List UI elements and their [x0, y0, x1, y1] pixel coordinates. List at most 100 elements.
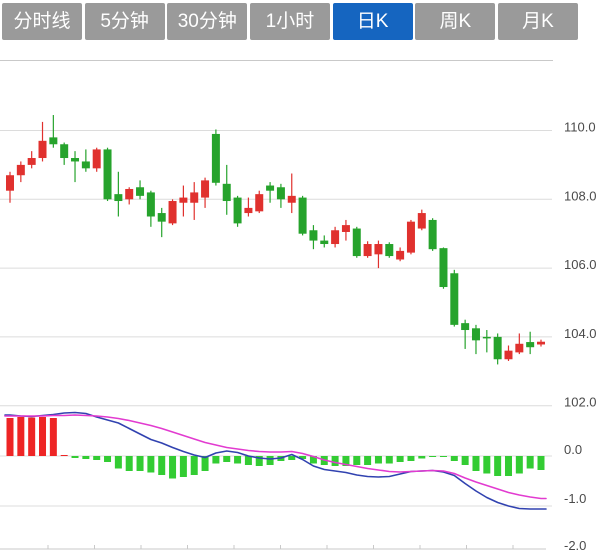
- candlestick-up: [255, 194, 264, 212]
- tab-weekly[interactable]: 周K: [415, 3, 496, 40]
- macd-histogram-bar-down: [526, 456, 534, 469]
- candlestick-up: [201, 180, 210, 198]
- macd-histogram-bar-down: [472, 456, 480, 471]
- candlestick-down: [71, 158, 80, 162]
- candlestick-down: [266, 185, 275, 191]
- candlestick-up: [515, 343, 524, 353]
- macd-histogram-bar-up: [17, 417, 25, 456]
- price-axis-label: 108.0: [564, 188, 597, 203]
- candlestick-down: [471, 328, 480, 341]
- candlestick-up: [179, 197, 188, 203]
- macd-histogram-bar-down: [212, 456, 220, 464]
- candlestick-up: [374, 244, 383, 255]
- macd-histogram-bar-down: [179, 456, 187, 477]
- macd-histogram-bar-down: [439, 456, 447, 457]
- price-axis-label: 104.0: [564, 326, 597, 341]
- macd-histogram-bar-down: [461, 456, 469, 465]
- macd-histogram-bar-down: [255, 456, 263, 466]
- macd-histogram-bar-down: [71, 456, 79, 458]
- candlestick-down: [428, 219, 437, 250]
- macd-histogram-bar-down: [266, 456, 274, 465]
- price-axis-label: 102.0: [564, 395, 597, 410]
- macd-histogram-bar-down: [223, 456, 231, 462]
- candlestick-down: [309, 230, 318, 241]
- macd-axis-label: -1.0: [564, 491, 586, 506]
- candlestick-down: [81, 161, 90, 169]
- candlestick-up: [190, 192, 199, 203]
- macd-histogram-bar-down: [385, 456, 393, 464]
- candlestick-down: [493, 336, 502, 360]
- macd-axis-label: 0.0: [564, 442, 582, 457]
- macd-histogram-bar-up: [6, 418, 14, 456]
- tab-30min[interactable]: 30分钟: [167, 3, 248, 40]
- macd-histogram-bar-up: [60, 455, 68, 456]
- macd-histogram-bar-up: [28, 417, 36, 456]
- candlestick-down: [114, 194, 123, 202]
- candlestick-down: [450, 273, 459, 325]
- macd-histogram-bar-down: [342, 456, 350, 466]
- macd-histogram-bar-down: [114, 456, 122, 469]
- candlestick-up: [341, 225, 350, 232]
- dea-line: [4, 414, 547, 500]
- tab-monthly[interactable]: 月K: [497, 3, 578, 40]
- candlestick-up: [504, 350, 513, 360]
- candlestick-down: [461, 323, 470, 331]
- macd-histogram-bar-down: [364, 456, 372, 465]
- price-axis-label: 110.0: [564, 120, 596, 135]
- candlestick-up: [92, 149, 101, 169]
- candlestick-down: [222, 183, 231, 202]
- macd-histogram-bar-up: [49, 418, 57, 456]
- candlestick-down: [385, 244, 394, 257]
- macd-histogram-bar-down: [158, 456, 166, 475]
- candlestick-down: [298, 197, 307, 234]
- interval-tabs: 分时线 5分钟 30分钟 1小时 日K 周K 月K: [2, 3, 578, 40]
- tab-daily[interactable]: 日K: [332, 3, 413, 40]
- macd-histogram-bar-down: [288, 456, 296, 460]
- candlestick-down: [49, 137, 58, 145]
- macd-histogram-bar-down: [147, 456, 155, 473]
- macd-histogram-bar-down: [407, 456, 415, 461]
- macd-histogram-bar-down: [190, 456, 198, 475]
- macd-histogram-bar-down: [125, 456, 133, 471]
- macd-histogram-bar-down: [136, 456, 144, 471]
- tab-5min[interactable]: 5分钟: [84, 3, 165, 40]
- candlestick-up: [27, 158, 36, 165]
- tab-1hour[interactable]: 1小时: [249, 3, 330, 40]
- macd-histogram-bar-down: [418, 456, 426, 459]
- candlestick-up: [287, 195, 296, 203]
- macd-histogram-bar-down: [244, 456, 252, 465]
- candlestick-down: [103, 149, 112, 200]
- macd-axis-label: -2.0: [564, 538, 586, 553]
- candlestick-down: [482, 336, 491, 339]
- candlestick-up: [363, 244, 372, 257]
- macd-histogram-bar-down: [331, 456, 339, 466]
- candlestick-down: [439, 248, 448, 288]
- macd-histogram-bar-down: [396, 456, 404, 462]
- candlestick-up: [125, 188, 134, 200]
- candlestick-down: [60, 144, 69, 159]
- candlestick-up: [168, 201, 177, 224]
- macd-histogram-bar-down: [353, 456, 361, 465]
- macd-histogram-bar-down: [494, 456, 502, 476]
- candlestick-down: [320, 240, 329, 245]
- macd-histogram-bar-down: [537, 456, 545, 470]
- macd-histogram-bar-down: [483, 456, 491, 474]
- candlestick-down: [211, 133, 220, 183]
- macd-histogram-bar-down: [104, 456, 112, 462]
- candlestick-up: [244, 207, 253, 214]
- candlestick-down: [352, 228, 361, 257]
- macd-histogram-bar-down: [82, 456, 90, 459]
- candlestick-down: [136, 187, 145, 196]
- candlestick-down: [526, 342, 535, 348]
- candlestick-up: [396, 250, 405, 260]
- candlestick-down: [276, 187, 285, 200]
- candlestick-up: [537, 341, 545, 345]
- macd-histogram-bar-down: [309, 456, 317, 464]
- candlestick-down: [157, 213, 166, 222]
- candlestick-up: [417, 213, 426, 229]
- tab-timeline[interactable]: 分时线: [2, 3, 82, 40]
- candlestick-up: [38, 140, 47, 159]
- macd-histogram-bar-down: [299, 456, 307, 459]
- macd-histogram-bar-down: [450, 456, 458, 461]
